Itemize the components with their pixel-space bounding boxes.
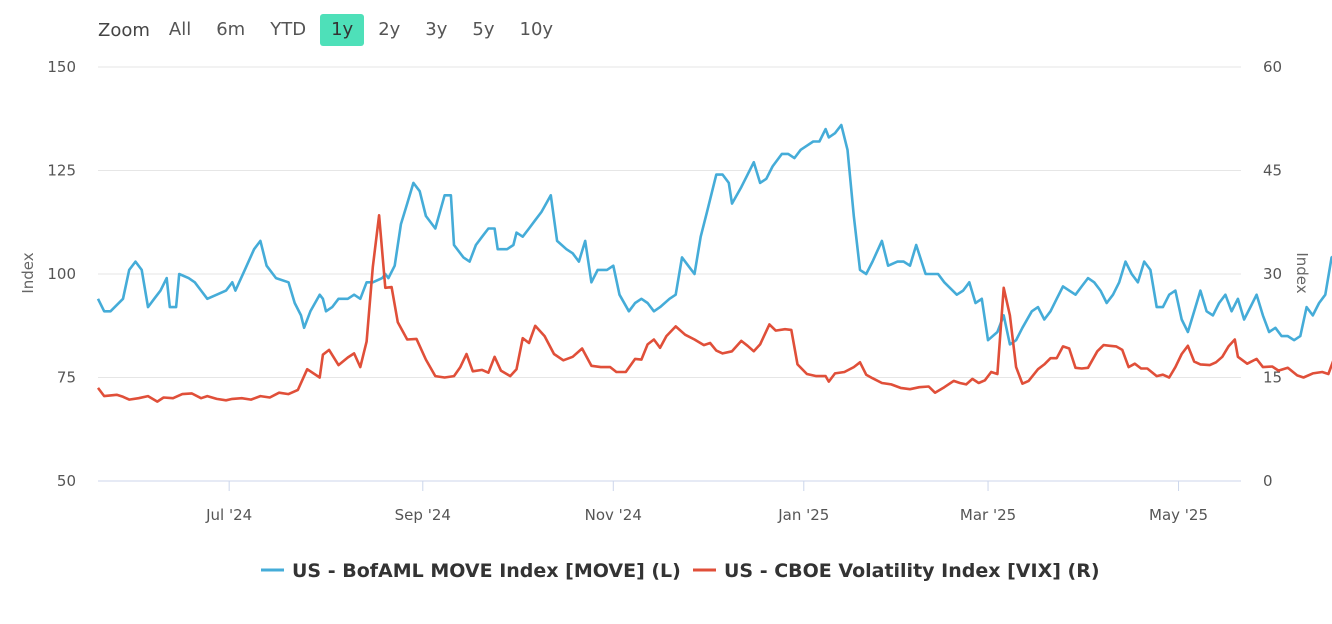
y-axis-right-title: Index — [1293, 252, 1311, 293]
y-left-tick-label: 50 — [57, 472, 76, 490]
range-button-ytd[interactable]: YTD — [270, 19, 307, 40]
x-tick-label: Mar '25 — [960, 506, 1016, 524]
y-right-tick-label: 0 — [1263, 472, 1273, 490]
series-lines — [96, 123, 1332, 403]
range-button-10y[interactable]: 10y — [519, 19, 554, 40]
x-tick-label: Jul '24 — [205, 506, 252, 524]
x-axis: Jul '24 Sep '24 Nov '24 Jan '25 Mar '25 May '… — [205, 481, 1208, 524]
range-button-2y[interactable]: 2y — [378, 19, 401, 40]
legend-item-move[interactable]: US - BofAML MOVE Index [MOVE] (L) — [292, 560, 681, 582]
series-line-move — [96, 123, 1332, 346]
range-button-3y[interactable]: 3y — [425, 19, 448, 40]
y-left-tick-label: 100 — [47, 265, 76, 283]
y-left-tick-label: 125 — [47, 162, 76, 180]
x-tick-label: May '25 — [1149, 506, 1208, 524]
gridlines — [98, 66, 1241, 482]
zoom-label: Zoom — [98, 19, 150, 41]
y-right-tick-label: 15 — [1263, 369, 1282, 387]
y-left-tick-label: 150 — [47, 58, 76, 76]
x-tick-label: Nov '24 — [585, 506, 642, 524]
legend-item-vix[interactable]: US - CBOE Volatility Index [VIX] (R) — [724, 560, 1100, 582]
y-axis-left: 50 75 100 125 150 — [47, 58, 76, 490]
range-button-all[interactable]: All — [168, 19, 192, 40]
series-line-vix — [96, 214, 1332, 403]
range-button-1y[interactable]: 1y — [320, 14, 365, 46]
legend: US - BofAML MOVE Index [MOVE] (L) US - C… — [261, 560, 1100, 582]
y-right-tick-label: 30 — [1263, 265, 1282, 283]
y-axis-left-title: Index — [19, 252, 37, 293]
range-selector: Zoom All 6m YTD 1y 2y 3y 5y 10y — [90, 14, 567, 46]
range-button-6m[interactable]: 6m — [216, 19, 246, 40]
y-right-tick-label: 60 — [1263, 58, 1282, 76]
y-right-tick-label: 45 — [1263, 162, 1282, 180]
x-tick-label: Jan '25 — [777, 506, 829, 524]
y-left-tick-label: 75 — [57, 369, 76, 387]
range-button-5y[interactable]: 5y — [472, 19, 495, 40]
y-axis-right: 0 15 30 45 60 — [1263, 58, 1282, 490]
x-tick-label: Sep '24 — [395, 506, 451, 524]
